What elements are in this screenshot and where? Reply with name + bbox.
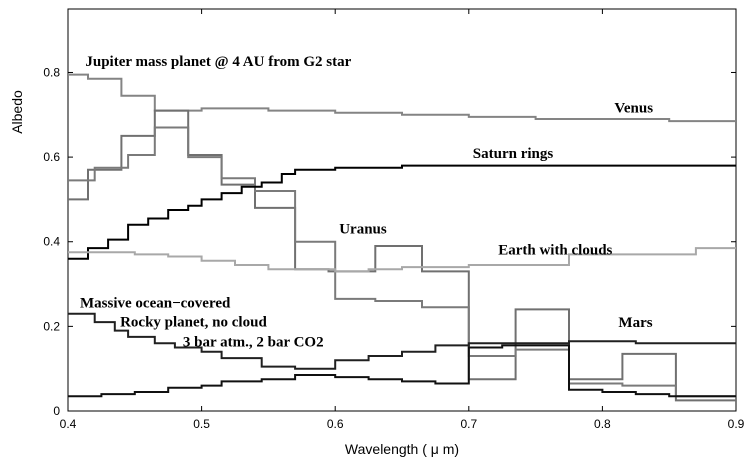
- x-tick-label: 0.7: [460, 417, 477, 431]
- series-line-4: [68, 247, 736, 273]
- x-tick-label: 0.6: [327, 417, 344, 431]
- annotation-label: Saturn rings: [473, 146, 554, 162]
- series-line-6: [68, 344, 736, 398]
- series-line-0: [68, 73, 736, 123]
- y-axis-title: Albedo: [9, 90, 25, 134]
- x-tick-label: 0.4: [60, 417, 77, 431]
- annotation-label: Jupiter mass planet @ 4 AU from G2 star: [85, 54, 351, 70]
- y-tick-label: 0.4: [43, 235, 60, 249]
- tick-layer: 0.4 0.5 0.6 0.7 0.8 0.9 0 0.2 0.4 0.6 0.8: [43, 9, 745, 431]
- annotation-label: Rocky planet, no cloud: [120, 314, 267, 330]
- annotation-label: Earth with clouds: [498, 242, 612, 258]
- annotation-label: Mars: [618, 315, 652, 331]
- series-line-5: [68, 312, 736, 370]
- series-line-3: [68, 164, 736, 260]
- y-tick-label: 0.2: [43, 319, 60, 333]
- y-tick-label: 0.6: [43, 150, 60, 164]
- annotation-label: Massive ocean−covered: [80, 295, 231, 311]
- plot-frame: [67, 8, 737, 412]
- y-tick-label: 0.8: [43, 65, 60, 79]
- x-axis-title: Wavelength ( μ m): [345, 441, 459, 457]
- y-tick-label: 0: [53, 404, 60, 418]
- x-tick-label: 0.8: [594, 417, 611, 431]
- annotation-label: Uranus: [339, 221, 387, 237]
- annotation-label: 3 bar atm., 2 bar CO2: [183, 334, 324, 350]
- series-layer: [68, 73, 736, 402]
- annotation-label: Venus: [614, 101, 653, 117]
- x-tick-label: 0.5: [193, 417, 210, 431]
- annotation-layer: Jupiter mass planet @ 4 AU from G2 star V…: [80, 54, 653, 350]
- x-tick-label: 0.9: [728, 417, 745, 431]
